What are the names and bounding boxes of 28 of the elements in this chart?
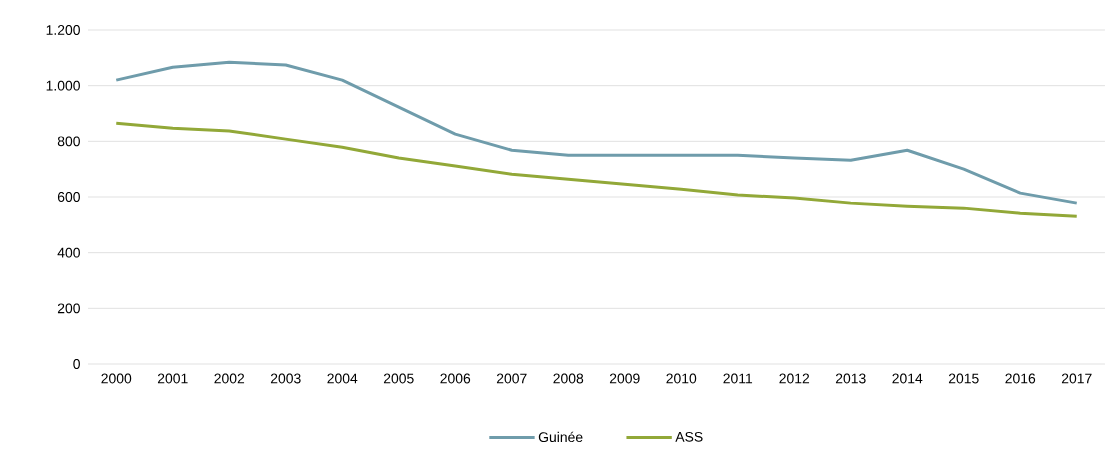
x-tick-label: 2004 bbox=[327, 373, 358, 384]
x-tick-label: 2001 bbox=[157, 373, 188, 384]
x-tick-label: 2007 bbox=[496, 373, 527, 384]
x-tick-label: 2009 bbox=[609, 373, 640, 384]
x-tick-label: 2016 bbox=[1005, 373, 1036, 384]
x-tick-label: 2013 bbox=[835, 373, 866, 384]
x-tick-label: 2008 bbox=[553, 373, 584, 384]
x-tick-label: 2015 bbox=[948, 373, 979, 384]
y-tick-label: 1.000 bbox=[46, 80, 80, 91]
y-tick-label: 1.200 bbox=[46, 25, 80, 35]
x-tick-label: 2005 bbox=[383, 373, 414, 384]
x-tick-label: 2010 bbox=[666, 373, 697, 384]
x-tick-label: 2003 bbox=[270, 373, 301, 384]
x-tick-label: 2000 bbox=[101, 373, 132, 384]
x-tick-label: 2011 bbox=[723, 373, 753, 384]
x-tick-label: 2014 bbox=[892, 373, 923, 384]
line-series bbox=[114, 121, 1079, 218]
y-tick-label: 0 bbox=[73, 359, 80, 369]
x-tick-label: 2012 bbox=[779, 373, 810, 384]
y-tick-label: 800 bbox=[57, 136, 80, 147]
x-tick-label: 2002 bbox=[214, 373, 245, 384]
y-tick-label: 400 bbox=[57, 247, 80, 258]
legend-label: Guinée bbox=[538, 431, 583, 443]
x-tick-label: 2006 bbox=[440, 373, 471, 384]
x-tick-label: 2017 bbox=[1061, 373, 1092, 384]
y-tick-label: 600 bbox=[57, 192, 80, 202]
legend-label: ASS bbox=[675, 431, 703, 442]
y-tick-label: 200 bbox=[57, 303, 80, 314]
